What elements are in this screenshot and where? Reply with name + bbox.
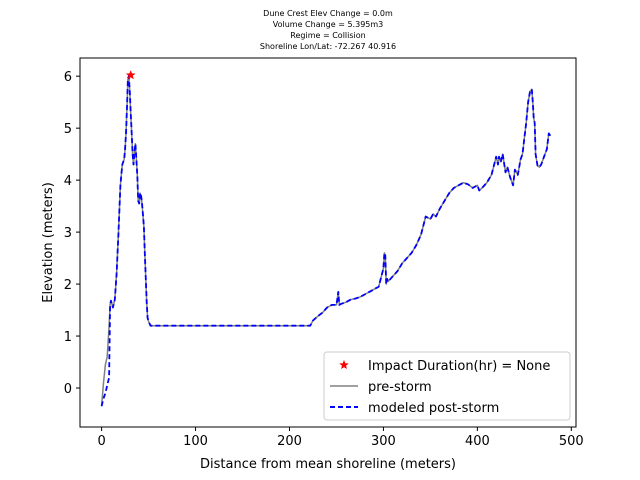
title-line: Shoreline Lon/Lat: -72.267 40.916 (260, 42, 396, 51)
y-tick-label: 5 (64, 122, 72, 137)
legend-pre-storm-label: pre-storm (368, 380, 432, 395)
x-tick-label: 300 (371, 434, 396, 449)
x-tick-label: 400 (465, 434, 490, 449)
title-line: Dune Crest Elev Change = 0.0m (263, 9, 393, 18)
x-tick-label: 200 (277, 434, 302, 449)
y-tick-label: 0 (64, 382, 72, 397)
post-storm-line (100, 75, 552, 407)
y-tick-label: 2 (64, 278, 72, 293)
x-tick-label: 0 (97, 434, 105, 449)
impact-star-marker (125, 69, 136, 80)
y-tick-label: 6 (64, 70, 72, 85)
legend-marker-label: Impact Duration(hr) = None (368, 359, 550, 374)
x-axis-label: Distance from mean shoreline (meters) (200, 457, 456, 472)
plot-area-frame (79, 57, 577, 428)
series-lines (100, 75, 552, 407)
legend-box (323, 351, 571, 421)
y-axis-label: Elevation (meters) (41, 182, 56, 303)
x-tick-label: 100 (183, 434, 208, 449)
title-line: Regime = Collision (290, 31, 365, 40)
title-line: Volume Change = 5.395m3 (273, 20, 384, 29)
y-tick-label: 3 (64, 226, 72, 241)
legend-star-icon (339, 359, 349, 370)
y-tick-label: 4 (64, 174, 72, 189)
legend-post-storm-label: modeled post-storm (368, 401, 499, 416)
x-tick-label: 500 (559, 434, 584, 449)
legend-marker-symbol (339, 359, 349, 370)
y-axis-ticks: 0 1 2 3 4 5 6 (64, 70, 80, 397)
chart-title: Dune Crest Elev Change = 0.0m Volume Chan… (260, 9, 396, 51)
impact-marker (125, 69, 136, 80)
y-tick-label: 1 (64, 330, 72, 345)
legend: Impact Duration(hr) = None pre-storm mod… (323, 351, 571, 421)
x-axis-ticks: 0 100 200 300 400 500 (97, 427, 584, 449)
